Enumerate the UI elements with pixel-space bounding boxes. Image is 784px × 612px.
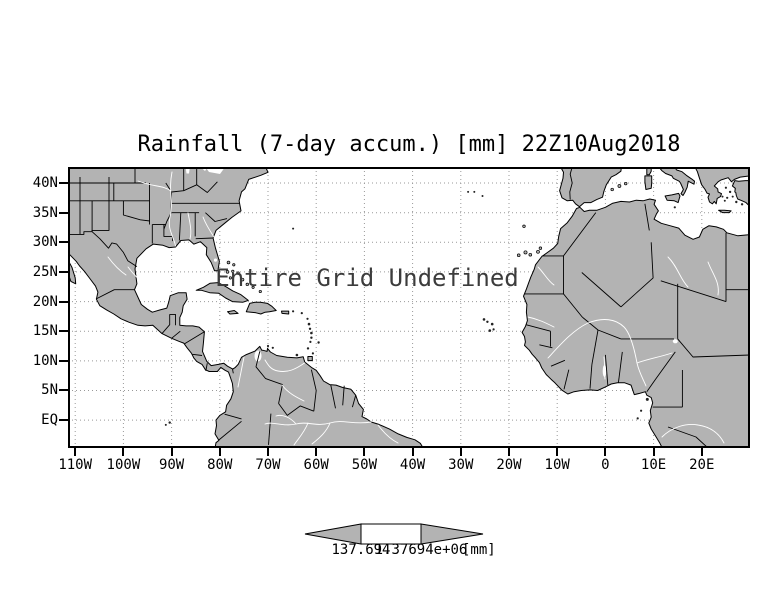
lon-tick-label: 20E [689,457,715,473]
lon-tick-mark [700,448,703,456]
colorbar-min-label: 137.694 [331,542,391,558]
italy [658,167,695,196]
lon-tick-label: 90W [158,457,185,473]
landmasses [68,167,750,448]
map-frame [68,167,750,448]
plot-title: Rainfall (7-day accum.) [mm] 22Z10Aug201… [137,132,681,157]
sardinia [644,175,653,190]
lon-tick-label: 110W [58,457,93,473]
jamaica [227,310,239,315]
iberia [559,167,622,208]
lon-tick-label: 50W [351,457,378,473]
lat-tick-mark [59,330,68,333]
balkans-greece [694,167,750,205]
lon-tick-label: 40W [399,457,426,473]
lon-tick-mark [604,448,607,456]
lon-tick-label: 0 [601,457,610,473]
lat-tick-mark [59,182,68,184]
lon-tick-mark [652,448,655,456]
lon-tick-mark [507,448,510,456]
africa-landmass [521,198,750,448]
lon-tick-mark [459,448,462,456]
hispaniola [245,301,277,315]
crete [718,209,732,214]
lon-tick-label: 20W [496,457,522,473]
lon-tick-mark [363,448,366,456]
lon-tick-mark [74,448,77,456]
americas-landmass [68,167,424,448]
lon-tick-mark [315,448,318,456]
lat-tick-label: 25N [32,263,58,280]
puerto-rico [281,310,290,315]
lat-tick-mark [59,270,68,273]
colorbar-left-arrow [304,523,362,545]
lat-tick-label: 20N [32,293,58,310]
map-plot [68,167,750,448]
lat-tick-label: 30N [32,234,58,251]
lat-tick-label: 5N [41,382,58,399]
lon-tick-mark [122,448,125,456]
lon-tick-mark [170,448,173,456]
lat-tick-label: 35N [32,204,58,221]
lon-tick-mark [411,448,414,456]
lon-tick-mark [556,448,559,456]
lat-tick-mark [59,419,68,422]
lat-tick-label: 15N [32,323,58,340]
lon-tick-label: 60W [303,457,329,473]
lon-tick-label: 100W [106,457,141,473]
colorbar [304,523,484,545]
lat-tick-mark [59,300,68,303]
anatolia [731,180,750,206]
map-area [68,167,750,448]
sicily [664,192,681,204]
trinidad [307,356,313,362]
lon-tick-label: 80W [207,457,233,473]
lon-tick-label: 30W [448,457,474,473]
lat-tick-label: 40N [32,175,58,191]
lon-tick-mark [218,448,221,456]
lat-tick-mark [59,211,68,214]
lat-tick-mark [59,359,68,362]
colorbar-body [360,523,422,545]
colorbar-right-arrow [420,523,484,545]
small-islands [164,181,744,426]
lon-tick-mark [266,448,269,456]
lat-tick-mark [59,241,68,244]
lat-tick-mark [59,389,68,392]
political-borders [68,167,750,448]
lat-tick-label: EQ [41,412,58,429]
cuba [195,282,249,303]
lat-tick-label: 10N [32,352,58,369]
lon-tick-label: 10W [544,457,570,473]
rivers [107,171,725,446]
grid-undefined-message: Entire Grid Undefined [215,264,519,292]
lon-tick-label: 10E [640,457,667,473]
colorbar-units-label: [mm] [462,542,496,558]
lon-tick-label: 70W [255,457,281,473]
colorbar-max-label: 1.37694e+06 [374,542,468,558]
